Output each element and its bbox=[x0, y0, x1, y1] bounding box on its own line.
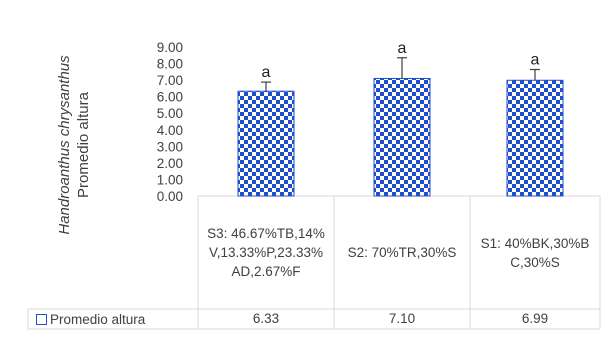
significance-letter: a bbox=[262, 64, 271, 81]
y-axis-title-species: Handroanthus chrysanthus bbox=[56, 55, 73, 235]
legend-label: Promedio altura bbox=[50, 311, 146, 327]
y-tick-label: 3.00 bbox=[157, 139, 183, 154]
x-category-label: S2: 70%TR,30%S bbox=[347, 245, 457, 260]
y-tick-label: 2.00 bbox=[157, 156, 183, 171]
x-category-label: S1: 40%BK,30%BC,30%S bbox=[480, 235, 590, 270]
bar bbox=[373, 77, 431, 197]
y-tick-label: 8.00 bbox=[157, 57, 183, 72]
y-axis-title-measure: Promedio altura bbox=[75, 92, 92, 198]
y-tick-label: 0.00 bbox=[157, 189, 183, 204]
y-tick-label: 7.00 bbox=[157, 73, 183, 88]
y-tick-label: 5.00 bbox=[157, 106, 183, 121]
y-axis-title: Handroanthus chrysanthus Promedio altura bbox=[44, 40, 104, 250]
bar bbox=[237, 90, 295, 197]
legend-swatch-icon bbox=[36, 313, 47, 325]
significance-letter: a bbox=[398, 40, 407, 57]
table-value-cell: 6.33 bbox=[252, 311, 280, 326]
table-value-cell: 6.99 bbox=[521, 311, 549, 326]
legend-entry: Promedio altura bbox=[36, 309, 145, 329]
table-value-cell: 7.10 bbox=[388, 311, 416, 326]
significance-letter: a bbox=[531, 52, 540, 69]
x-category-label: S3: 46.67%TB,14%V,13.33%P,23.33%AD,2.67%… bbox=[207, 226, 325, 279]
y-tick-label: 9.00 bbox=[157, 40, 183, 55]
y-tick-label: 4.00 bbox=[157, 123, 183, 138]
y-tick-label: 6.00 bbox=[157, 90, 183, 105]
y-tick-label: 1.00 bbox=[157, 172, 183, 187]
bar bbox=[506, 79, 564, 197]
